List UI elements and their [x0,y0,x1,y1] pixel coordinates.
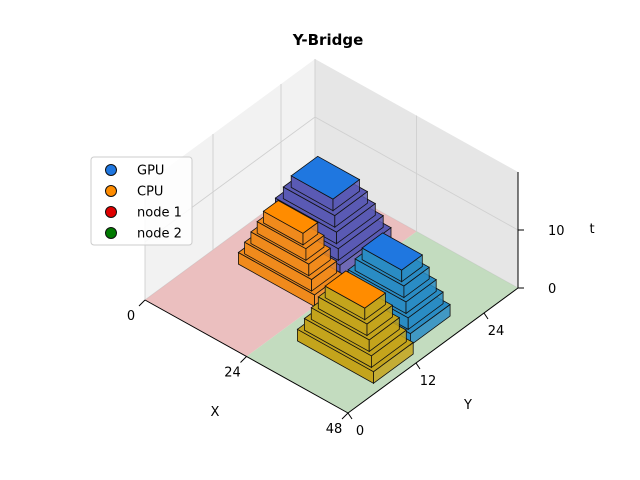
y-tick-mark [415,362,421,370]
bar-face-top [262,200,319,234]
y-tick-mark [483,312,489,320]
legend-marker [105,227,117,239]
x-tick-label: 0 [127,309,135,324]
bar-stack [333,232,451,347]
chart-title: Y-Bridge [292,31,364,49]
legend-label: CPU [137,185,163,200]
z-axis-label: t [589,222,594,237]
x-tick-label: 48 [326,422,343,437]
grid-line-t [144,116,519,243]
bar-face-top [324,270,387,309]
bar-blocks [237,155,451,385]
y-axis-label: Y [463,398,472,413]
x-tick-label: 24 [224,366,241,381]
y-tick-mark [347,412,353,420]
bar-face-top [290,155,361,200]
legend-marker [105,206,117,218]
x-tick-mark [240,356,247,363]
x-axis-label: X [211,405,220,420]
bar-face-top [361,232,424,271]
legend-label: node 1 [137,206,182,221]
y-tick-label: 0 [356,424,364,439]
t-tick-label: 10 [548,224,565,239]
legend-marker [105,185,117,197]
y-axis-line [347,287,519,414]
legend-marker [105,164,117,176]
x-tick-mark [138,299,146,307]
tick-labels: 0 24 48 0 12 24 0 10 [127,224,565,439]
legend-label: GPU [137,164,164,179]
legend-label: node 2 [137,227,182,242]
legend: GPU CPU node 1 node 2 [90,156,193,246]
t-tick-label: 0 [548,282,556,297]
legend-frame [90,156,193,246]
x-tick-mark [341,412,349,420]
y-tick-label: 12 [420,374,437,389]
y-tick-label: 24 [488,324,505,339]
bar-stack [296,270,414,385]
